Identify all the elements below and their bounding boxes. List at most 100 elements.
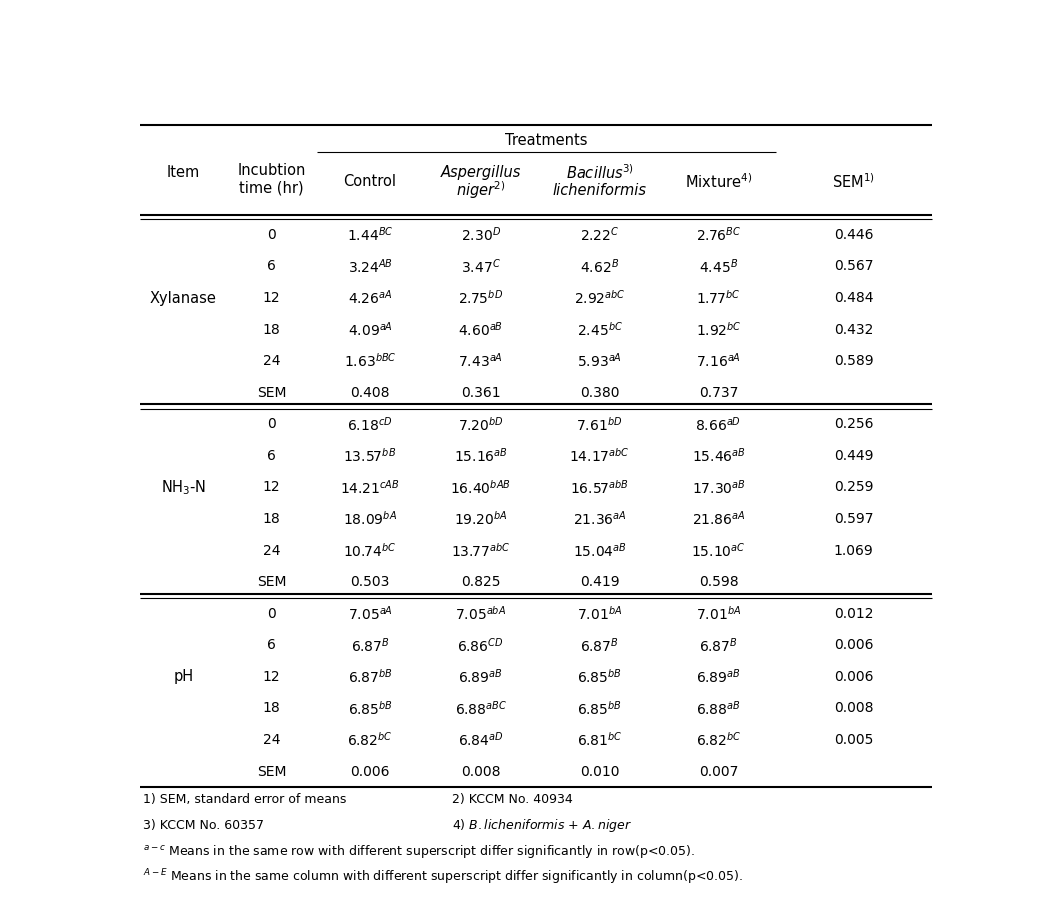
Text: 0.432: 0.432 — [834, 323, 874, 337]
Text: 0.007: 0.007 — [699, 765, 738, 778]
Text: 6: 6 — [268, 449, 276, 463]
Text: 15.16$^{aB}$: 15.16$^{aB}$ — [454, 447, 508, 465]
Text: 15.46$^{aB}$: 15.46$^{aB}$ — [692, 447, 746, 465]
Text: 0.008: 0.008 — [461, 765, 500, 778]
Text: 0.567: 0.567 — [834, 259, 874, 274]
Text: SEM: SEM — [257, 386, 287, 400]
Text: 1.44$^{BC}$: 1.44$^{BC}$ — [347, 225, 394, 244]
Text: 0.597: 0.597 — [834, 512, 874, 526]
Text: 14.21$^{cAB}$: 14.21$^{cAB}$ — [341, 478, 400, 496]
Text: 2.75$^{bD}$: 2.75$^{bD}$ — [458, 289, 504, 307]
Text: 0.419: 0.419 — [580, 575, 619, 589]
Text: Mixture$^{4)}$: Mixture$^{4)}$ — [685, 172, 752, 191]
Text: 18: 18 — [262, 323, 280, 337]
Text: 0.737: 0.737 — [699, 386, 738, 400]
Text: 2) KCCM No. 40934: 2) KCCM No. 40934 — [452, 793, 572, 806]
Text: 6.84$^{aD}$: 6.84$^{aD}$ — [458, 731, 504, 750]
Text: 2.30$^{D}$: 2.30$^{D}$ — [460, 225, 500, 244]
Text: 24: 24 — [262, 543, 280, 558]
Text: 18.09$^{bA}$: 18.09$^{bA}$ — [343, 510, 397, 528]
Text: 5.93$^{aA}$: 5.93$^{aA}$ — [577, 352, 622, 370]
Text: 6.85$^{bB}$: 6.85$^{bB}$ — [348, 699, 393, 717]
Text: 0.825: 0.825 — [461, 575, 500, 589]
Text: 6.85$^{bB}$: 6.85$^{bB}$ — [578, 668, 622, 686]
Text: 0.005: 0.005 — [834, 733, 874, 747]
Text: 6.89$^{aB}$: 6.89$^{aB}$ — [696, 668, 741, 687]
Text: 0.012: 0.012 — [834, 606, 874, 621]
Text: 0.380: 0.380 — [580, 386, 619, 400]
Text: 6.81$^{bC}$: 6.81$^{bC}$ — [577, 731, 622, 749]
Text: 0.006: 0.006 — [350, 765, 389, 778]
Text: 1.77$^{bC}$: 1.77$^{bC}$ — [696, 289, 741, 307]
Text: 7.05$^{aA}$: 7.05$^{aA}$ — [347, 605, 393, 623]
Text: 0.361: 0.361 — [461, 386, 500, 400]
Text: 7.61$^{bD}$: 7.61$^{bD}$ — [577, 415, 623, 433]
Text: Control: Control — [344, 174, 397, 189]
Text: 7.01$^{bA}$: 7.01$^{bA}$ — [577, 605, 622, 623]
Text: Incubtion
time (hr): Incubtion time (hr) — [237, 163, 306, 195]
Text: 0.589: 0.589 — [834, 354, 874, 369]
Text: 6: 6 — [268, 259, 276, 274]
Text: 10.74$^{bC}$: 10.74$^{bC}$ — [343, 542, 397, 560]
Text: 8.66$^{aD}$: 8.66$^{aD}$ — [695, 415, 742, 433]
Text: 4.09$^{aA}$: 4.09$^{aA}$ — [347, 321, 393, 339]
Text: 12: 12 — [262, 480, 280, 495]
Text: 0: 0 — [268, 606, 276, 621]
Text: 7.16$^{aA}$: 7.16$^{aA}$ — [696, 352, 741, 370]
Text: 0.006: 0.006 — [834, 669, 874, 684]
Text: Aspergillus: Aspergillus — [440, 165, 521, 180]
Text: 6.88$^{aBC}$: 6.88$^{aBC}$ — [455, 699, 507, 718]
Text: 0.598: 0.598 — [698, 575, 738, 589]
Text: SEM: SEM — [257, 575, 287, 589]
Text: 0.503: 0.503 — [350, 575, 389, 589]
Text: SEM$^{1)}$: SEM$^{1)}$ — [833, 172, 875, 191]
Text: 3.24$^{AB}$: 3.24$^{AB}$ — [347, 257, 393, 276]
Text: Treatments: Treatments — [505, 133, 587, 149]
Text: 7.43$^{aA}$: 7.43$^{aA}$ — [458, 352, 504, 370]
Text: 12: 12 — [262, 291, 280, 305]
Text: 13.57$^{bB}$: 13.57$^{bB}$ — [344, 447, 397, 465]
Text: 6.82$^{bC}$: 6.82$^{bC}$ — [696, 731, 742, 749]
Text: 17.30$^{aB}$: 17.30$^{aB}$ — [692, 478, 746, 496]
Text: 0.446: 0.446 — [834, 228, 874, 241]
Text: licheniformis: licheniformis — [552, 183, 646, 197]
Text: 6.87$^{B}$: 6.87$^{B}$ — [580, 636, 619, 654]
Text: 0: 0 — [268, 417, 276, 432]
Text: 19.20$^{bA}$: 19.20$^{bA}$ — [454, 510, 508, 528]
Text: 15.10$^{aC}$: 15.10$^{aC}$ — [691, 542, 746, 560]
Text: 0: 0 — [268, 228, 276, 241]
Text: 7.05$^{abA}$: 7.05$^{abA}$ — [455, 605, 507, 623]
Text: 0.259: 0.259 — [834, 480, 874, 495]
Text: 3.47$^{C}$: 3.47$^{C}$ — [461, 257, 500, 276]
Text: Bacillus$^{3)}$: Bacillus$^{3)}$ — [566, 163, 634, 182]
Text: 0.449: 0.449 — [834, 449, 874, 463]
Text: 4.26$^{aA}$: 4.26$^{aA}$ — [348, 288, 393, 307]
Text: 4.62$^{B}$: 4.62$^{B}$ — [580, 257, 619, 276]
Text: 2.22$^{C}$: 2.22$^{C}$ — [580, 225, 619, 244]
Text: 2.76$^{BC}$: 2.76$^{BC}$ — [696, 225, 742, 244]
Text: 4.60$^{aB}$: 4.60$^{aB}$ — [458, 321, 504, 339]
Text: NH$_3$-N: NH$_3$-N — [161, 478, 206, 496]
Text: 18: 18 — [262, 701, 280, 715]
Text: 1.63$^{bBC}$: 1.63$^{bBC}$ — [344, 352, 397, 370]
Text: 4.45$^{B}$: 4.45$^{B}$ — [699, 257, 738, 276]
Text: 7.01$^{bA}$: 7.01$^{bA}$ — [696, 605, 741, 623]
Text: 2.45$^{bC}$: 2.45$^{bC}$ — [577, 321, 622, 339]
Text: 1.069: 1.069 — [834, 543, 874, 558]
Text: 12: 12 — [262, 669, 280, 684]
Text: 1.92$^{bC}$: 1.92$^{bC}$ — [696, 321, 742, 339]
Text: niger$^{2)}$: niger$^{2)}$ — [456, 179, 506, 201]
Text: Xylanase: Xylanase — [150, 290, 217, 305]
Text: 6.87$^{B}$: 6.87$^{B}$ — [350, 636, 389, 654]
Text: 3) KCCM No. 60357: 3) KCCM No. 60357 — [143, 819, 263, 832]
Text: 16.57$^{abB}$: 16.57$^{abB}$ — [570, 478, 630, 496]
Text: 6.85$^{bB}$: 6.85$^{bB}$ — [578, 699, 622, 717]
Text: 6.89$^{aB}$: 6.89$^{aB}$ — [458, 668, 504, 687]
Text: 0.008: 0.008 — [834, 701, 874, 715]
Text: 16.40$^{bAB}$: 16.40$^{bAB}$ — [451, 478, 511, 496]
Text: 6.82$^{bC}$: 6.82$^{bC}$ — [347, 731, 393, 749]
Text: 4) $\it{B. licheniformis}$ + $\it{A. niger}$: 4) $\it{B. licheniformis}$ + $\it{A. nig… — [452, 817, 633, 834]
Text: Item: Item — [167, 165, 200, 180]
Text: 14.17$^{abC}$: 14.17$^{abC}$ — [569, 447, 630, 465]
Text: 1) SEM, standard error of means: 1) SEM, standard error of means — [143, 793, 346, 806]
